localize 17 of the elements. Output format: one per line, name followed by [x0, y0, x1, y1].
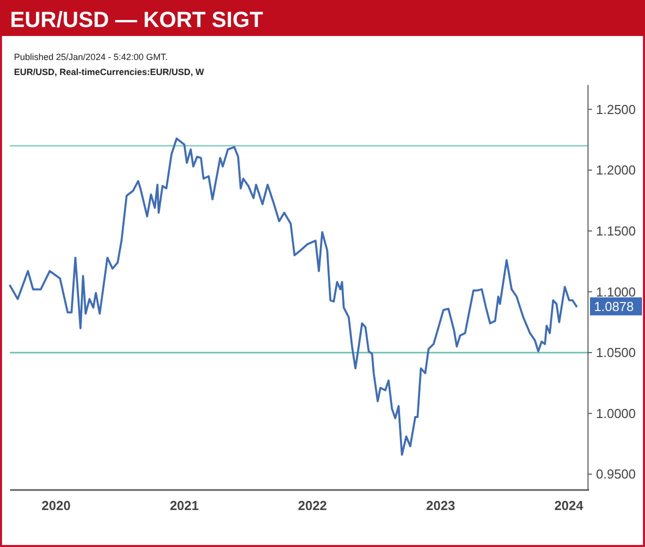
y-tick-label: 1.2500: [596, 102, 636, 117]
x-tick-label: 2023: [426, 498, 456, 513]
x-tick-label: 2021: [170, 498, 199, 513]
x-tick-label: 2020: [42, 498, 71, 513]
chart-subtitle: Published 25/Jan/2024 - 5:42:00 GMT.: [14, 52, 168, 62]
y-tick-label: 1.2000: [596, 162, 636, 178]
line-series: [9, 138, 578, 456]
y-tick-label: 1.1000: [596, 284, 636, 300]
y-tick-label: 1.1500: [596, 223, 636, 238]
chart-title: EUR/USD — KORT SIGT: [10, 7, 264, 32]
y-tick-label: 1.0500: [596, 345, 636, 360]
x-tick-label: 2022: [298, 498, 327, 513]
x-tick-label: 2024: [554, 498, 584, 513]
text: 1.0878: [594, 298, 634, 314]
y-tick-label: 0.9500: [596, 466, 636, 482]
text: EUR/USD, Real-timeCurrencies:EUR/USD, W: [14, 67, 205, 77]
y-tick-label: 1.0000: [596, 406, 636, 421]
